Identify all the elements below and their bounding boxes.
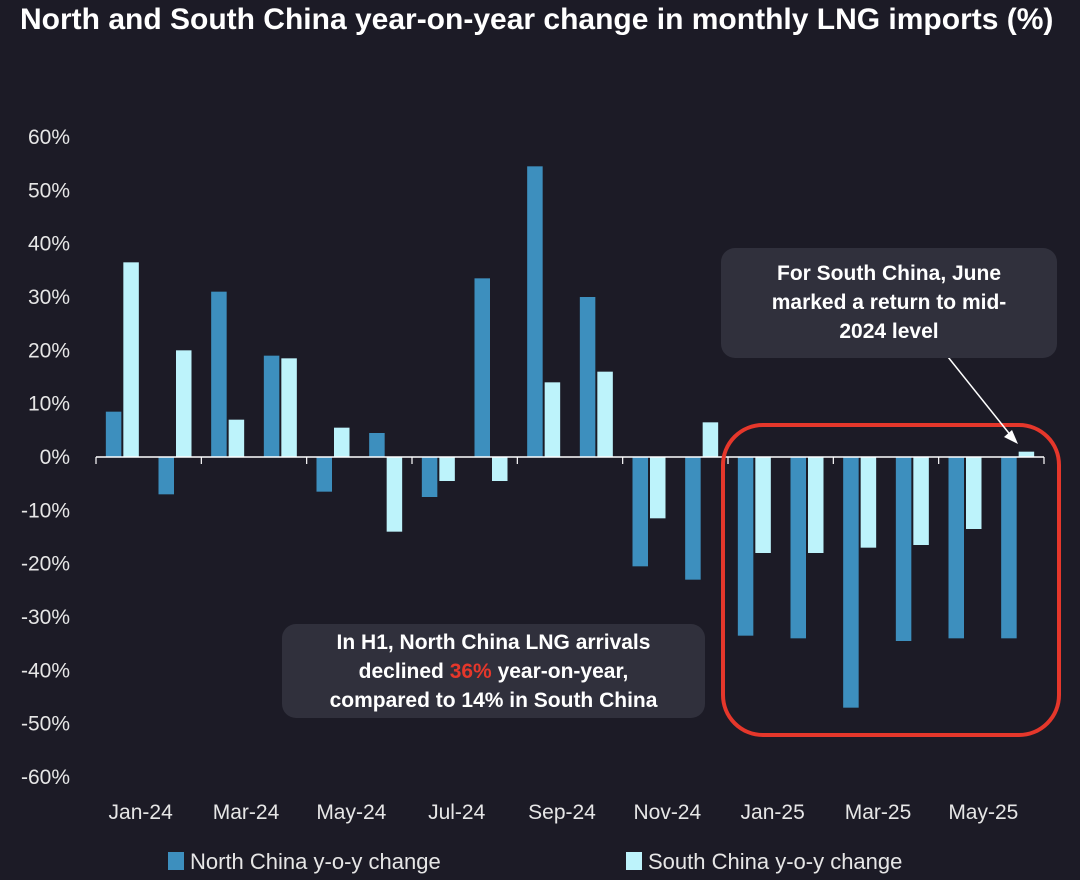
bar-south-jun-24 <box>386 457 403 532</box>
callout-north-line1: In H1, North China LNG arrivals <box>336 631 651 654</box>
bar-north-jun-24 <box>369 433 385 457</box>
bar-south-dec-24 <box>702 422 719 457</box>
bar-south-oct-24 <box>597 371 613 457</box>
callout-north-china: In H1, North China LNG arrivals declined… <box>282 624 705 718</box>
y-tick-label: -40% <box>21 659 70 682</box>
bar-north-jul-24 <box>421 457 438 497</box>
bar-north-oct-24 <box>579 297 596 457</box>
bar-north-sep-24 <box>527 166 543 458</box>
callout-arrowhead <box>1004 430 1018 444</box>
callout-south-china: For South China, June marked a return to… <box>721 248 1057 358</box>
bar-north-mar-25 <box>843 457 859 708</box>
callout-north-line3: compared to 14% in South China <box>329 689 658 712</box>
bar-south-jun-25 <box>1018 451 1035 457</box>
callout-north-line2: declined 36% year-on-year, <box>294 657 693 686</box>
legend-swatch-north <box>168 852 184 870</box>
legend-label-north: North China y-o-y change <box>190 849 441 874</box>
legend-swatch-south <box>626 852 642 870</box>
callout-north-line2-pre: declined <box>358 660 450 683</box>
y-tick-label: 60% <box>28 126 70 149</box>
bar-south-feb-25 <box>808 457 824 553</box>
x-tick-label: May-25 <box>948 801 1018 824</box>
bar-north-apr-25 <box>895 457 912 641</box>
callout-north-highlight: 36% <box>449 660 492 683</box>
legend: North China y-o-y change South China y-o… <box>168 849 902 874</box>
bar-north-may-25 <box>948 457 964 639</box>
bar-north-aug-24 <box>474 278 490 457</box>
bar-south-may-24 <box>334 427 350 457</box>
bar-south-feb-24 <box>176 350 192 457</box>
bar-north-nov-24 <box>632 457 648 567</box>
y-tick-label: -50% <box>21 713 70 736</box>
y-tick-label: 50% <box>28 179 70 202</box>
bar-north-may-24 <box>316 457 332 492</box>
x-axis <box>95 456 1045 464</box>
y-tick-label: 0% <box>40 446 70 469</box>
x-tick-label: May-24 <box>316 801 386 824</box>
x-tick-label: Nov-24 <box>633 801 701 824</box>
x-tick-label: Mar-24 <box>213 801 280 824</box>
y-tick-label: -20% <box>21 553 70 576</box>
y-tick-label: 40% <box>28 233 70 256</box>
bar-north-jan-25 <box>737 457 754 636</box>
bar-north-jan-24 <box>105 411 122 457</box>
y-tick-label: 30% <box>28 286 70 309</box>
callout-south-line2: marked a return to mid- <box>771 291 1007 314</box>
bar-north-feb-24 <box>158 457 174 495</box>
y-tick-label: 20% <box>28 339 70 362</box>
x-tick-label: Jan-24 <box>109 801 174 824</box>
bar-south-sep-24 <box>544 382 561 457</box>
bars <box>105 166 1035 708</box>
y-tick-label: -60% <box>21 766 70 789</box>
bar-south-may-25 <box>966 457 982 529</box>
bar-south-apr-24 <box>281 358 297 457</box>
x-tick-label: Jan-25 <box>741 801 805 824</box>
callout-north-line2-post: year-on-year, <box>491 660 629 683</box>
x-tick-label: Mar-25 <box>845 801 912 824</box>
x-tick-label: Sep-24 <box>528 801 596 824</box>
y-tick-label: -30% <box>21 606 70 629</box>
x-tick-label: Jul-24 <box>428 801 486 824</box>
bar-south-mar-25 <box>860 457 877 548</box>
y-tick-label: -10% <box>21 499 70 522</box>
bar-north-feb-25 <box>790 457 806 639</box>
x-axis-ticks: Jan-24 Mar-24 May-24 Jul-24 Sep-24 Nov-24 Jan-… <box>109 801 1019 824</box>
bar-south-aug-24 <box>492 457 508 481</box>
bar-south-jan-24 <box>123 262 139 457</box>
bar-north-dec-24 <box>685 457 701 580</box>
y-tick-label: 10% <box>28 393 70 416</box>
highlight-box <box>721 423 1061 737</box>
bar-south-jul-24 <box>439 457 455 481</box>
bar-north-mar-24 <box>211 291 227 457</box>
legend-label-south: South China y-o-y change <box>648 849 902 874</box>
callout-south-line1: For South China, June <box>777 262 1001 285</box>
bar-south-nov-24 <box>650 457 666 519</box>
y-axis-ticks: 60% 50% 40% 30% 20% 10% 0% -10% -20% -30% -40% -50%… <box>21 126 70 789</box>
chart-title: North and South China year-on-year chang… <box>20 3 1054 36</box>
bar-north-apr-24 <box>263 355 280 457</box>
bar-south-jan-25 <box>755 457 771 553</box>
bar-south-mar-24 <box>228 419 245 457</box>
bar-north-jun-25 <box>1001 457 1017 639</box>
callout-south-line3: 2024 level <box>839 320 939 343</box>
callout-arrow <box>947 356 1013 438</box>
bar-south-apr-25 <box>913 457 929 545</box>
